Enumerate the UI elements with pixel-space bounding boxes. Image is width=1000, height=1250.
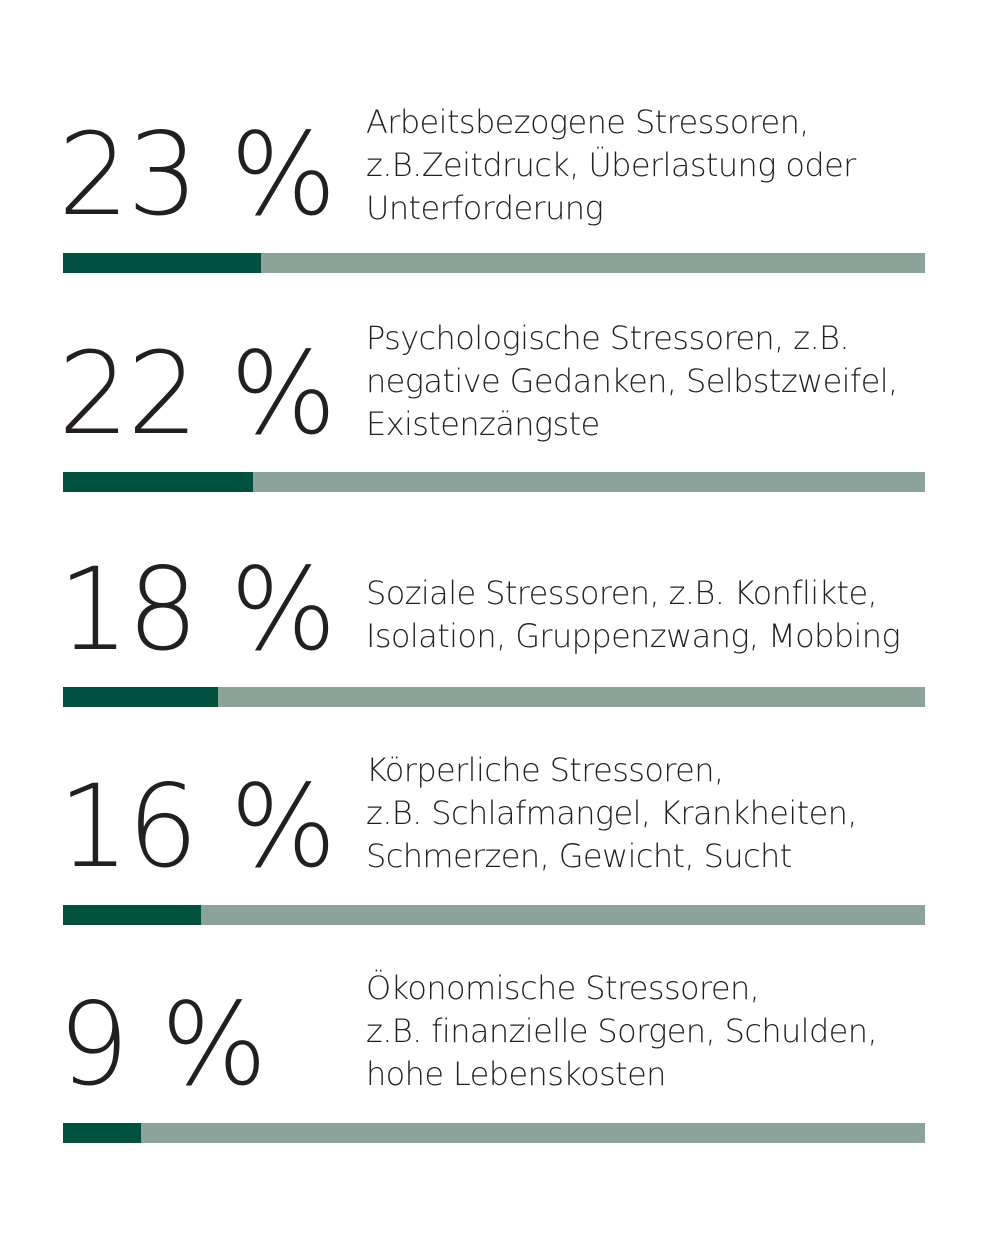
description-line: Existenzängste: [366, 405, 600, 443]
description-line: Unterforderung: [366, 189, 604, 227]
bar-fill: [63, 472, 253, 492]
stressor-description: Psychologische Stressoren, z.B. negative…: [366, 317, 966, 446]
description-line: z.B. Schlafmangel, Krankheiten,: [366, 794, 858, 832]
bar-fill: [63, 1123, 141, 1143]
description-line: Soziale Stressoren, z.B. Konflikte,: [366, 574, 878, 612]
stressor-description: Soziale Stressoren, z.B. Konflikte, Isol…: [366, 572, 966, 658]
description-line: Psychologische Stressoren, z.B.: [366, 319, 850, 357]
description-line: negative Gedanken, Selbstzweifel,: [366, 362, 898, 400]
bar-track: [63, 253, 925, 273]
description-line: Schmerzen, Gewicht, Sucht: [366, 837, 792, 875]
bar-track: [63, 687, 925, 707]
stressor-description: Körperliche Stressoren, z.B. Schlafmange…: [366, 749, 966, 878]
description-line: Körperliche Stressoren,: [366, 751, 724, 789]
bar-track: [63, 1123, 925, 1143]
percentage-label: 16 %: [58, 760, 337, 894]
stressor-description: Arbeitsbezogene Stressoren, z.B.Zeitdruc…: [366, 101, 966, 230]
bar-track: [63, 472, 925, 492]
description-line: Ökonomische Stressoren,: [366, 969, 760, 1007]
description-line: hohe Lebenskosten: [366, 1055, 666, 1093]
description-line: z.B. finanzielle Sorgen, Schulden,: [366, 1012, 878, 1050]
stressor-description: Ökonomische Stressoren, z.B. finanzielle…: [366, 967, 966, 1096]
description-line: z.B.Zeitdruck, Überlastung oder: [366, 146, 856, 184]
percentage-label: 23 %: [58, 108, 337, 242]
description-line: Arbeitsbezogene Stressoren,: [366, 103, 809, 141]
bar-fill: [63, 253, 262, 273]
bar-fill: [63, 687, 219, 707]
bar-fill: [63, 905, 201, 925]
description-line: Isolation, Gruppenzwang, Mobbing: [366, 617, 901, 655]
percentage-label: 18 %: [58, 543, 337, 677]
percentage-label: 22 %: [58, 327, 337, 461]
bar-track: [63, 905, 925, 925]
percentage-label: 9 %: [58, 978, 267, 1112]
